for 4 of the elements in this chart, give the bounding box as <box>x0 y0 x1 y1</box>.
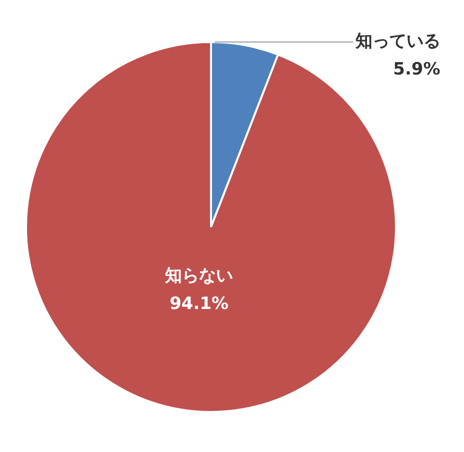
data-label: 94.1% <box>170 294 229 314</box>
slice-label: 知っている <box>354 31 440 52</box>
slice-label: 知らない <box>164 266 234 286</box>
data-label: 5.9% <box>393 59 440 80</box>
